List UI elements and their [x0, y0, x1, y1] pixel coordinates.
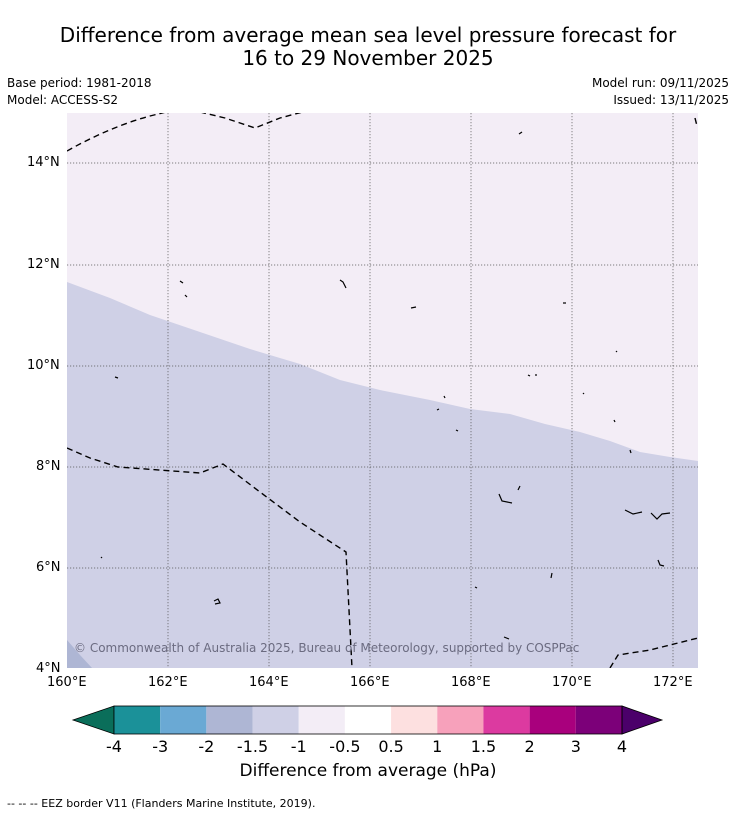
- islands: [100, 131, 671, 640]
- colorbar-segment: [344, 706, 392, 734]
- model-name: Model: ACCESS-S2: [7, 93, 119, 107]
- lon-label-168e: 168°E: [451, 675, 491, 690]
- colorbar-segment: [391, 706, 438, 734]
- colorbar-border: [113, 705, 623, 735]
- colorbar-tick-label: -0.5: [329, 737, 361, 756]
- lon-label-162e: 162°E: [148, 675, 188, 690]
- colorbar-segment: [298, 706, 345, 734]
- colorbar-tick-label: 4: [616, 737, 628, 756]
- lat-label-10n: 10°N: [27, 358, 60, 373]
- colorbar-arrow-right: [621, 705, 664, 735]
- colorbar-segment: [437, 706, 484, 734]
- colorbar-segment: [483, 706, 530, 734]
- model-run: Model run: 09/11/2025: [591, 76, 729, 90]
- colorbar-segment: [529, 706, 576, 734]
- lat-label-4n: 4°N: [36, 661, 61, 676]
- colorbar-segment: [114, 706, 161, 734]
- lon-label-164e: 164°E: [249, 675, 289, 690]
- colorbar-tick-label: 1: [432, 737, 443, 756]
- colorbar-tick-label: 1.5: [470, 737, 497, 756]
- colorbar-tick-label: -2: [198, 737, 215, 756]
- map-title-line-1: Difference from average mean sea level p…: [59, 23, 677, 47]
- colorbar-tick-label: -1: [290, 737, 307, 756]
- graticule: [67, 113, 698, 668]
- lat-label-12n: 12°N: [27, 257, 60, 272]
- eez-borders: [67, 113, 698, 668]
- colorbar-tick-label: 2: [524, 737, 535, 756]
- colorbar-tick-label: -4: [106, 737, 122, 756]
- map-title-line-2: 16 to 29 November 2025: [242, 46, 494, 70]
- colorbar-arrow-left: [71, 705, 115, 735]
- base-period: Base period: 1981-2018: [7, 76, 152, 90]
- colorbar-tick-label: -3: [152, 737, 169, 756]
- copyright-notice: © Commonwealth of Australia 2025, Bureau…: [74, 641, 580, 655]
- colorbar-segment: [575, 706, 622, 734]
- anomaly-region-corner: [67, 640, 92, 668]
- colorbar-tick-label: 0.5: [378, 737, 404, 756]
- colorbar-segment: [160, 706, 207, 734]
- anomaly-region-south: [67, 282, 698, 668]
- issued-date: Issued: 13/11/2025: [613, 93, 729, 107]
- colorbar-segment: [206, 706, 253, 734]
- colorbar: [71, 705, 664, 735]
- colorbar-segment: [252, 706, 299, 734]
- eez-legend-note: -- -- -- EEZ border V11 (Flanders Marine…: [7, 797, 316, 810]
- colorbar-title: Difference from average (hPa): [239, 761, 497, 781]
- lat-label-6n: 6°N: [36, 560, 61, 575]
- colorbar-tick-label: -1.5: [236, 737, 269, 756]
- lat-label-8n: 8°N: [36, 459, 61, 474]
- lat-label-14n: 14°N: [27, 155, 60, 170]
- map-plot-area: [67, 113, 698, 668]
- lon-label-172e: 172°E: [653, 675, 693, 690]
- lon-label-160e: 160°E: [47, 675, 87, 690]
- lon-label-166e: 166°E: [350, 675, 390, 690]
- lon-label-170e: 170°E: [552, 675, 592, 690]
- colorbar-tick-label: 3: [570, 737, 581, 756]
